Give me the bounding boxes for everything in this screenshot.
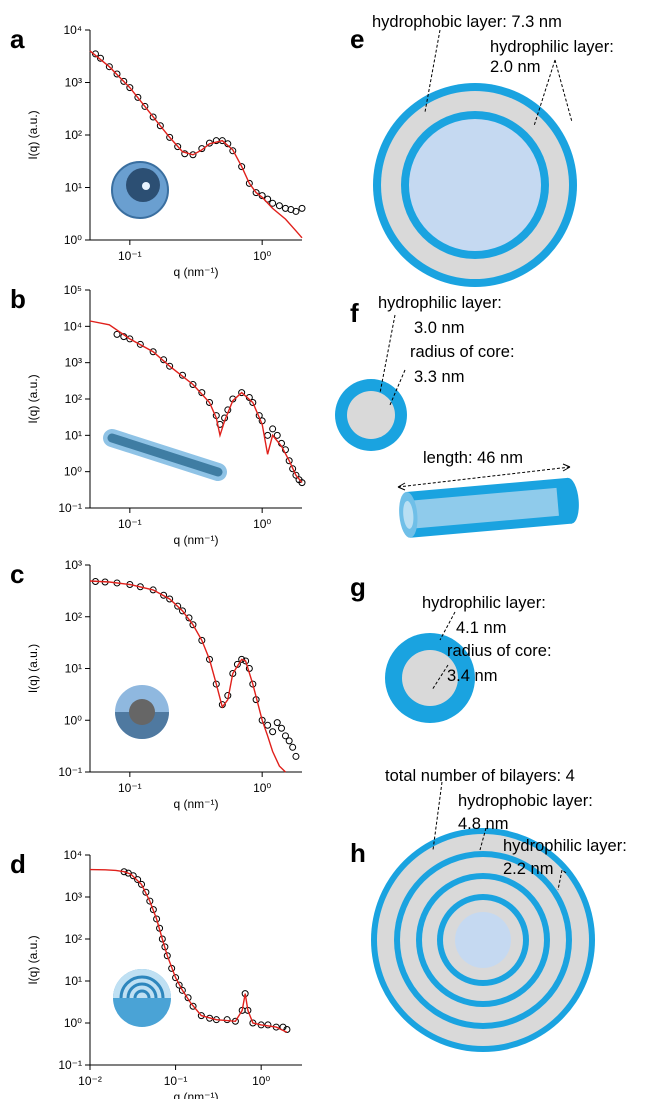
x-tick-label: 10⁻¹ — [164, 1074, 188, 1088]
inset-worm — [112, 438, 218, 472]
y-tick-label: 10¹ — [65, 181, 82, 195]
data-point — [299, 205, 305, 211]
panel-letter: e — [350, 24, 364, 54]
data-point — [224, 1017, 230, 1023]
y-tick-label: 10⁻¹ — [58, 1058, 82, 1072]
diagram-f: f hydrophilic layer: 3.0 nm radius of co… — [335, 294, 581, 539]
y-tick-label: 10² — [65, 128, 82, 142]
panel-letter: b — [10, 284, 26, 314]
data-point — [293, 753, 299, 759]
annotation: hydrophilic layer: — [490, 38, 614, 56]
x-axis-label: q (nm⁻¹) — [174, 1090, 219, 1099]
y-axis-label: I(q) (a.u.) — [26, 644, 40, 693]
y-tick-label: 10² — [65, 932, 82, 946]
y-tick-label: 10³ — [65, 76, 82, 90]
data-point — [276, 203, 282, 209]
y-axis-label: I(q) (a.u.) — [26, 374, 40, 423]
data-point — [270, 729, 276, 735]
annotation: 2.0 nm — [490, 58, 540, 76]
annotation: 3.3 nm — [414, 368, 464, 386]
data-point — [270, 426, 276, 432]
annotation: hydrophilic layer: — [378, 294, 502, 312]
annotation: radius of core: — [447, 642, 552, 660]
annotation: hydrophilic layer: — [422, 594, 546, 612]
y-tick-label: 10⁴ — [63, 23, 82, 37]
annotation: 3.4 nm — [447, 667, 497, 685]
x-tick-label: 10⁰ — [253, 781, 271, 795]
y-tick-label: 10⁰ — [64, 713, 82, 727]
panel-letter: h — [350, 838, 366, 868]
diagram-g: g hydrophilic layer: 4.1 nm radius of co… — [350, 572, 552, 723]
chart: a 10⁰ 10¹ 10² 10³ 10⁴ 10⁻¹ 10⁰ I(q) (a.u.) q (nm⁻… — [10, 23, 305, 279]
y-tick-label: 10⁰ — [64, 233, 82, 247]
y-tick-label: 10⁰ — [64, 1016, 82, 1030]
x-tick-label: 10⁻¹ — [118, 517, 142, 531]
annotation: 4.8 nm — [458, 815, 508, 833]
data-point — [265, 722, 271, 728]
annotation: hydrophobic layer: 7.3 nm — [372, 13, 562, 31]
annotation: total number of bilayers: 4 — [385, 767, 575, 785]
diagram-h: h total number of bilayers: 4 hydrophobi… — [350, 767, 627, 1052]
y-tick-label: 10⁴ — [63, 319, 82, 333]
x-tick-label: 10⁻² — [78, 1074, 102, 1088]
y-tick-label: 10¹ — [65, 974, 82, 988]
y-tick-label: 10¹ — [65, 428, 82, 442]
data-point — [265, 432, 271, 438]
y-tick-label: 10² — [65, 392, 82, 406]
y-axis-label: I(q) (a.u.) — [26, 110, 40, 159]
y-tick-label: 10³ — [65, 558, 82, 572]
panel-letter: g — [350, 572, 366, 602]
chart: b 10⁻¹ 10⁰ 10¹ 10² 10³ 10⁴ 10⁵ 10⁻¹ 10⁰ I(q) (a.u.… — [10, 283, 305, 547]
data-point — [282, 205, 288, 211]
x-tick-label: 10⁻¹ — [118, 781, 142, 795]
data-point — [290, 744, 296, 750]
y-tick-label: 10⁻¹ — [58, 765, 82, 779]
annotation: hydrophobic layer: — [458, 792, 593, 810]
x-tick-label: 10⁻¹ — [118, 249, 142, 263]
annotation: radius of core: — [410, 343, 515, 361]
figure: e hydrophobic layer: 7.3 nm hydrophilic … — [0, 0, 646, 1099]
y-axis-label: I(q) (a.u.) — [26, 935, 40, 984]
x-axis-label: q (nm⁻¹) — [174, 265, 219, 279]
panel-letter: d — [10, 849, 26, 879]
y-tick-label: 10² — [65, 610, 82, 624]
data-point — [274, 720, 280, 726]
y-tick-label: 10⁻¹ — [58, 501, 82, 515]
panel-letter: f — [350, 298, 359, 328]
fit-line — [90, 581, 286, 772]
annotation: 2.2 nm — [503, 860, 553, 878]
data-point — [286, 738, 292, 744]
panel-letter: a — [10, 24, 25, 54]
chart: c 10⁻¹ 10⁰ 10¹ 10² 10³ 10⁻¹ 10⁰ I(q) (a.u.) q (nm… — [10, 558, 302, 811]
x-tick-label: 10⁰ — [252, 1074, 270, 1088]
x-axis-label: q (nm⁻¹) — [174, 797, 219, 811]
inset-onion — [113, 969, 171, 1027]
inset-micelle — [115, 685, 169, 739]
diagram-e: e hydrophobic layer: 7.3 nm hydrophilic … — [350, 13, 614, 287]
annotation: length: 46 nm — [423, 449, 523, 467]
y-tick-label: 10⁵ — [64, 283, 82, 297]
data-point — [279, 725, 285, 731]
panel-letter: c — [10, 559, 24, 589]
y-tick-label: 10³ — [65, 890, 82, 904]
page: e hydrophobic layer: 7.3 nm hydrophilic … — [0, 0, 646, 1099]
x-tick-label: 10⁰ — [253, 517, 271, 531]
y-tick-label: 10³ — [65, 356, 82, 370]
annotation: hydrophilic layer: — [503, 837, 627, 855]
x-axis-label: q (nm⁻¹) — [174, 533, 219, 547]
x-tick-label: 10⁰ — [253, 249, 271, 263]
annotation: 4.1 nm — [456, 619, 506, 637]
y-tick-label: 10⁰ — [64, 465, 82, 479]
y-tick-label: 10¹ — [65, 662, 82, 676]
y-tick-label: 10⁴ — [63, 848, 82, 862]
inset-vesicle — [112, 162, 168, 218]
annotation: 3.0 nm — [414, 319, 464, 337]
